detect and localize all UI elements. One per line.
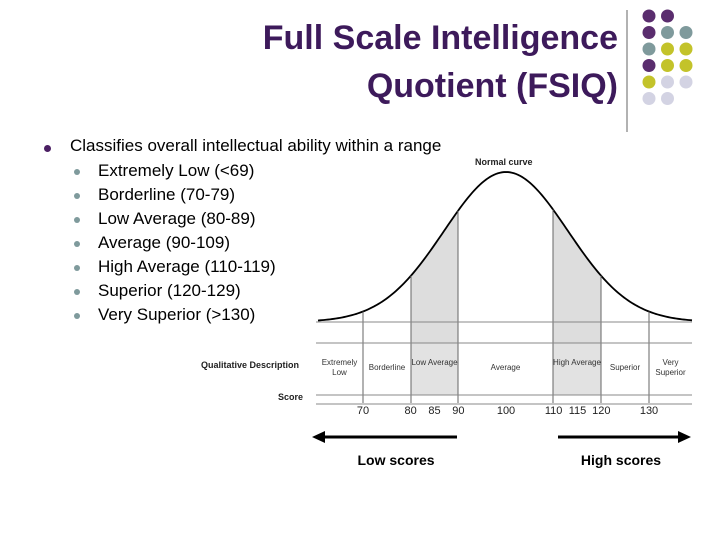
score-label: 90 xyxy=(452,405,465,417)
sub-bullet-text: Average (90-109) xyxy=(98,233,230,252)
bullet-dot xyxy=(44,145,51,152)
sub-bullet-dot xyxy=(74,265,80,271)
score-label: 70 xyxy=(356,405,370,417)
category-label: Extremely Low xyxy=(321,358,358,377)
score-label: 115 xyxy=(568,405,587,417)
arrow-label: High scores xyxy=(580,452,662,468)
category-label: Low Average xyxy=(411,358,458,367)
decor-dot xyxy=(679,75,693,89)
decor-dot xyxy=(679,26,693,39)
bullet-text: Classifies overall intellectual ability … xyxy=(70,136,442,155)
score-label: 120 xyxy=(592,405,611,417)
category-label: High Average xyxy=(553,358,601,367)
category-label: Very Superior xyxy=(655,358,686,377)
sub-bullet-text: High Average (110-119) xyxy=(98,257,276,276)
score-label: 110 xyxy=(544,405,563,417)
category-label: Borderline xyxy=(368,363,406,372)
sub-bullet-text: Very Superior (>130) xyxy=(98,305,256,324)
shaded-area xyxy=(411,210,458,343)
score-label: 85 xyxy=(428,405,441,417)
sub-bullet-text: Low Average (80-89) xyxy=(98,209,256,228)
decor-dot xyxy=(642,75,656,89)
row-label: Score xyxy=(278,392,304,402)
score-label: 100 xyxy=(496,405,516,417)
decor-dot xyxy=(642,9,656,23)
arrows xyxy=(312,431,691,443)
sub-bullet-text: Borderline (70-79) xyxy=(98,185,236,204)
score-label: 130 xyxy=(639,405,659,417)
decor-dot xyxy=(661,92,674,105)
decor-dot xyxy=(661,26,674,39)
decor-dot xyxy=(679,59,693,72)
sub-bullet-text: Superior (120-129) xyxy=(98,281,241,300)
decor-dots xyxy=(642,9,693,105)
decor-dot xyxy=(679,42,693,56)
decor-dot xyxy=(642,92,656,105)
arrow-label: Low scores xyxy=(357,452,435,468)
table-lines xyxy=(316,342,692,405)
shaded-cell xyxy=(411,343,458,395)
decor-dot xyxy=(661,9,674,23)
category-label: Average xyxy=(490,363,521,372)
decor-dot xyxy=(642,59,656,72)
sub-bullet-dot xyxy=(74,169,80,175)
curve-caption: Normal curve xyxy=(475,157,533,167)
shaded-area xyxy=(553,209,601,343)
sub-bullet-dot xyxy=(74,289,80,295)
decor-dot xyxy=(661,75,674,89)
row-label: Qualitative Description xyxy=(201,360,300,370)
sub-bullet-dot xyxy=(74,217,80,223)
score-label: 80 xyxy=(404,405,417,417)
decor-dot xyxy=(642,42,656,56)
category-label: Superior xyxy=(609,363,641,372)
title-line: Quotient (FSIQ) xyxy=(366,67,618,105)
decor-dot xyxy=(642,26,656,39)
sub-bullet-dot xyxy=(74,193,80,199)
sub-bullet-text: Extremely Low (<69) xyxy=(98,161,255,180)
curve-line xyxy=(317,171,693,322)
sub-bullet-dot xyxy=(74,313,80,319)
sub-bullet-dot xyxy=(74,241,80,247)
normal-curve xyxy=(316,171,693,403)
decor-dot xyxy=(661,42,674,56)
decor-dot xyxy=(661,59,674,72)
title-line: Full Scale Intelligence xyxy=(262,19,618,57)
shaded-cell xyxy=(553,343,601,395)
